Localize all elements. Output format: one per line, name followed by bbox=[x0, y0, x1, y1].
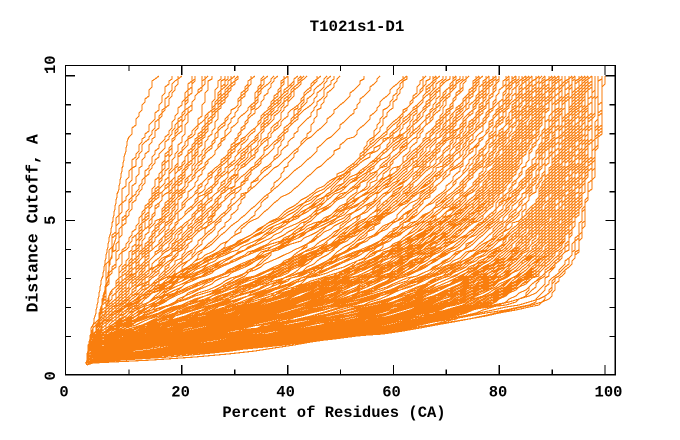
svg-text:0: 0 bbox=[42, 371, 60, 380]
svg-text:0: 0 bbox=[59, 384, 68, 402]
svg-text:60: 60 bbox=[382, 384, 401, 402]
svg-text:40: 40 bbox=[276, 384, 295, 402]
svg-text:Percent of Residues (CA): Percent of Residues (CA) bbox=[222, 404, 445, 422]
svg-text:Distance Cutoff, A: Distance Cutoff, A bbox=[24, 134, 43, 312]
svg-text:20: 20 bbox=[171, 384, 190, 402]
svg-text:80: 80 bbox=[489, 384, 508, 402]
svg-text:T1021s1-D1: T1021s1-D1 bbox=[310, 18, 405, 36]
svg-text:5: 5 bbox=[42, 216, 60, 225]
svg-text:100: 100 bbox=[595, 384, 623, 402]
svg-text:10: 10 bbox=[42, 55, 60, 74]
